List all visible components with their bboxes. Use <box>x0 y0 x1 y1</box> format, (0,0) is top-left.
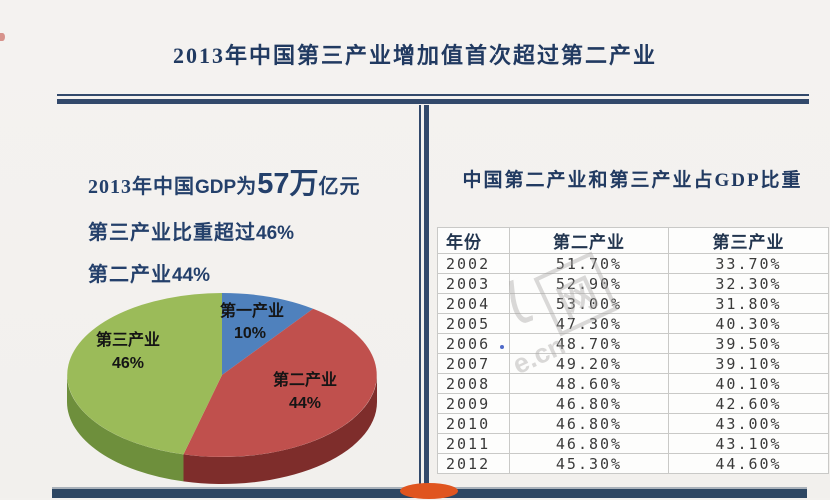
cell-year: 2004 <box>437 293 510 314</box>
table-header-row: 年份 第二产业 第三产业 <box>437 227 829 254</box>
cell-secondary: 52.90% <box>509 273 669 294</box>
table-row: 2005 47.30% 40.30% <box>437 313 829 334</box>
secondary-share-value: 44% <box>172 265 211 286</box>
cell-secondary: 51.70% <box>509 253 669 274</box>
cell-year: 2012 <box>437 453 510 474</box>
cell-tertiary: 39.10% <box>668 353 829 374</box>
cell-secondary: 48.70% <box>509 333 669 354</box>
table-row: 2012 45.30% 44.60% <box>437 453 829 474</box>
pie-value-tertiary: 46% <box>112 355 144 372</box>
gdp-summary-text: 2013年中国GDP为57万亿元 第三产业比重超过46% 第二产业44% <box>88 160 360 287</box>
pie-chart: 第一产业 10% 第三产业 46% 第二产业 44% <box>55 283 390 495</box>
cell-secondary: 48.60% <box>509 373 669 394</box>
table-title: 中国第二产业和第三产业占GDP比重 <box>462 170 803 191</box>
cell-tertiary: 32.30% <box>668 273 829 294</box>
pie-slice-secondary <box>183 308 377 457</box>
gdp-total-connector: 为 <box>236 176 258 198</box>
pie-value-primary: 10% <box>234 325 266 342</box>
pie-label-tertiary: 第三产业 <box>96 330 160 349</box>
tertiary-share-text: 第三产业比重超过 <box>88 222 256 244</box>
cell-tertiary: 43.10% <box>668 433 829 454</box>
top-divider-line <box>57 94 809 104</box>
cell-year: 2005 <box>437 313 510 334</box>
pie-wall-secondary <box>183 375 377 484</box>
secondary-share-text: 第二产业 <box>88 264 172 286</box>
cell-year: 2002 <box>437 253 510 274</box>
table-row: 2007 49.20% 39.10% <box>437 353 829 374</box>
cell-secondary: 46.80% <box>509 433 669 454</box>
table-row: 2008 48.60% 40.10% <box>437 373 829 394</box>
cell-secondary: 46.80% <box>509 393 669 414</box>
divider-thick-rule <box>424 105 429 486</box>
table-row: 2002 51.70% 33.70% <box>437 253 829 274</box>
gdp-share-table: 年份 第二产业 第三产业 2002 51.70% 33.70% 2003 52.… <box>437 227 829 474</box>
pie-slice-tertiary <box>67 293 222 455</box>
cell-tertiary: 40.30% <box>668 313 829 334</box>
gdp-total-unit: 亿元 <box>318 176 361 198</box>
cell-secondary: 45.30% <box>509 453 669 474</box>
cell-year: 2006 <box>437 333 510 354</box>
cell-tertiary: 31.80% <box>668 293 829 314</box>
tertiary-share-value: 46% <box>256 223 295 244</box>
cell-secondary: 49.20% <box>509 353 669 374</box>
speck-artifact <box>500 345 504 349</box>
pie-label-primary: 第一产业 <box>220 301 284 320</box>
divider-thin-rule <box>419 105 421 486</box>
divider-thick-rule <box>57 99 809 104</box>
cell-tertiary: 42.60% <box>668 393 829 414</box>
divider-thin-rule <box>57 94 809 96</box>
header-secondary: 第二产业 <box>509 227 669 254</box>
page-title: 2013年中国第三产业增加值首次超过第二产业 <box>172 43 657 68</box>
table-row: 2010 46.80% 43.00% <box>437 413 829 434</box>
pie-slice-primary <box>222 293 314 375</box>
secondary-share-line: 第二产业44% <box>88 258 360 287</box>
cell-tertiary: 33.70% <box>668 253 829 274</box>
cell-year: 2009 <box>437 393 510 414</box>
pie-label-secondary: 第二产业 <box>273 370 337 389</box>
pie-value-secondary: 44% <box>289 395 321 412</box>
gdp-total-line: 2013年中国GDP为57万亿元 <box>88 160 360 202</box>
header-year: 年份 <box>437 227 510 254</box>
table-row: 2011 46.80% 43.10% <box>437 433 829 454</box>
edge-red-artifact <box>0 33 5 41</box>
cell-year: 2003 <box>437 273 510 294</box>
cell-year: 2011 <box>437 433 510 454</box>
header-tertiary: 第三产业 <box>668 227 829 254</box>
cell-secondary: 47.30% <box>509 313 669 334</box>
gdp-total-value: 57万 <box>257 168 319 200</box>
pie-chart-svg: 第一产业 10% 第三产业 46% 第二产业 44% <box>67 293 377 484</box>
table-row: 2004 53.00% 31.80% <box>437 293 829 314</box>
cell-tertiary: 40.10% <box>668 373 829 394</box>
orange-ellipse-decor <box>400 483 458 499</box>
tertiary-share-line: 第三产业比重超过46% <box>88 216 360 245</box>
table-row: 2003 52.90% 32.30% <box>437 273 829 294</box>
table-row: 2006 48.70% 39.50% <box>437 333 829 354</box>
gdp-total-prefix: 2013年中国 <box>88 176 195 198</box>
cell-year: 2007 <box>437 353 510 374</box>
cell-tertiary: 43.00% <box>668 413 829 434</box>
cell-secondary: 46.80% <box>509 413 669 434</box>
cell-year: 2008 <box>437 373 510 394</box>
cell-tertiary: 39.50% <box>668 333 829 354</box>
gdp-acronym: GDP <box>195 177 237 198</box>
cell-secondary: 53.00% <box>509 293 669 314</box>
cell-tertiary: 44.60% <box>668 453 829 474</box>
pie-wall-tertiary <box>67 375 184 482</box>
cell-year: 2010 <box>437 413 510 434</box>
table-row: 2009 46.80% 42.60% <box>437 393 829 414</box>
vertical-divider-line <box>419 105 429 486</box>
